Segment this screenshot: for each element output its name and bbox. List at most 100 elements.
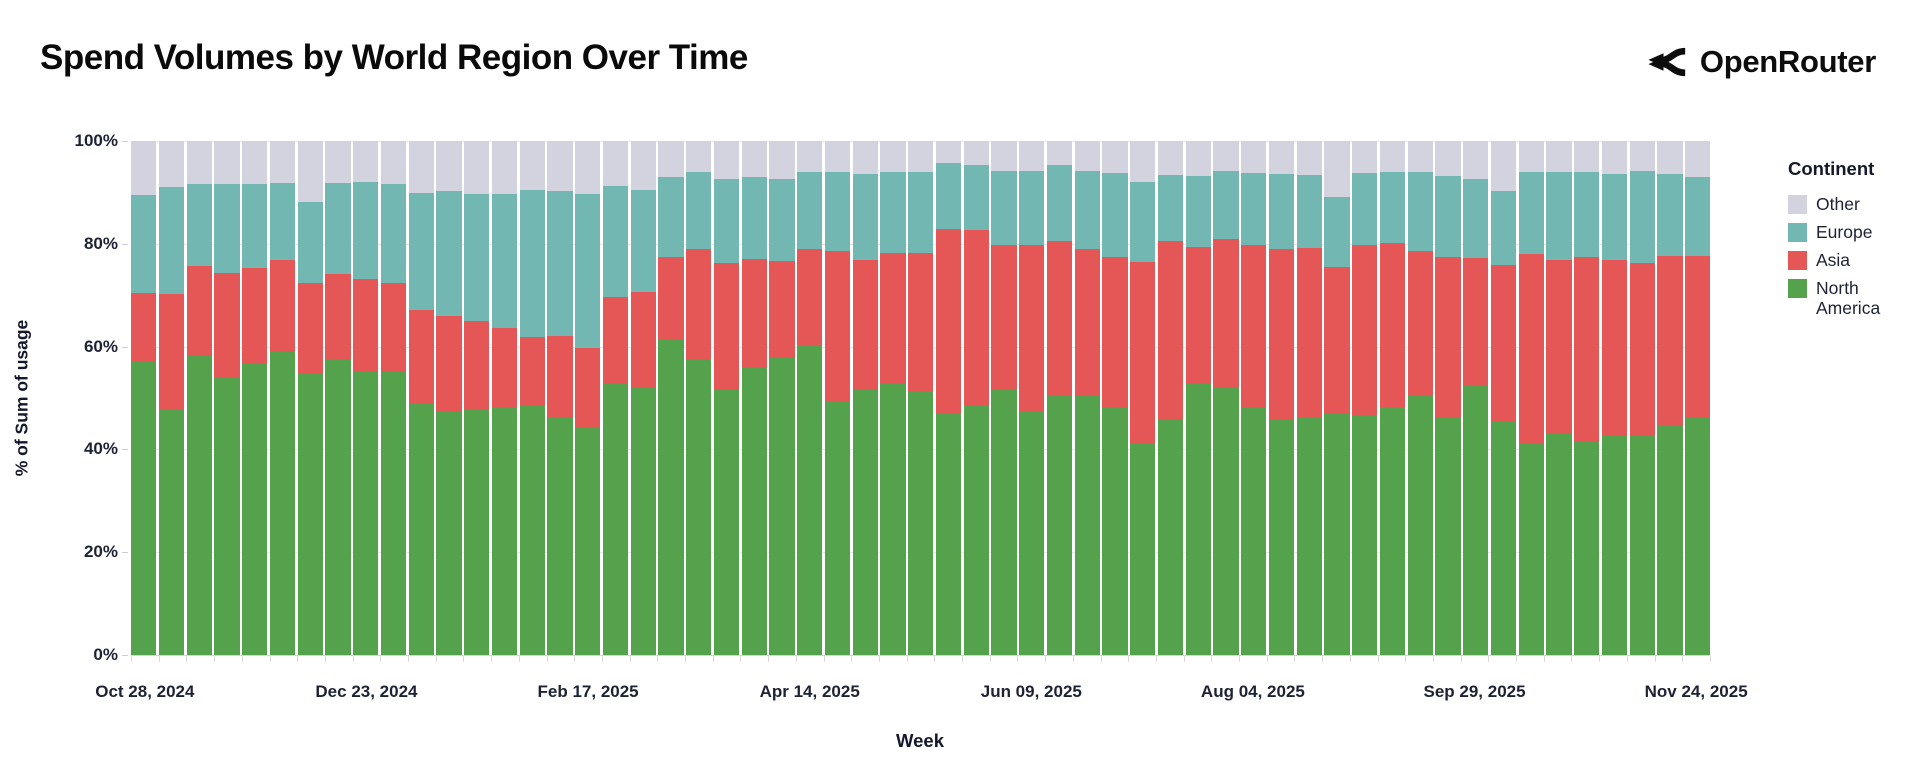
- bar-Jun 23, 2025[interactable]: [1074, 141, 1100, 655]
- bar-Oct 06, 2025[interactable]: [1490, 141, 1516, 655]
- bar-Aug 11, 2025[interactable]: [1268, 141, 1294, 655]
- legend-entry-north-america[interactable]: North America: [1788, 278, 1914, 318]
- bar-Feb 17, 2025[interactable]: [575, 141, 601, 655]
- segment-north-america: [991, 390, 1017, 655]
- bar-Aug 18, 2025[interactable]: [1296, 141, 1322, 655]
- segment-north-america: [1046, 395, 1072, 655]
- segment-asia: [1463, 257, 1489, 385]
- x-tick-mark: [1405, 656, 1407, 662]
- bar-Dec 02, 2024[interactable]: [269, 141, 295, 655]
- bar-Sep 22, 2025[interactable]: [1435, 141, 1461, 655]
- bar-Sep 15, 2025[interactable]: [1407, 141, 1433, 655]
- y-tick-mark: [122, 346, 128, 348]
- bar-Aug 25, 2025[interactable]: [1324, 141, 1350, 655]
- segment-europe: [1546, 171, 1572, 261]
- bar-May 26, 2025[interactable]: [963, 141, 989, 655]
- bar-Dec 09, 2024[interactable]: [297, 141, 323, 655]
- bar-Nov 03, 2025[interactable]: [1601, 141, 1627, 655]
- x-tick-mark: [629, 656, 631, 662]
- legend-entry-asia[interactable]: Asia: [1788, 250, 1914, 270]
- segment-asia: [353, 279, 379, 371]
- bar-Apr 21, 2025[interactable]: [824, 141, 850, 655]
- bar-Sep 08, 2025[interactable]: [1379, 141, 1405, 655]
- x-tick-mark: [1599, 656, 1601, 662]
- bar-Jan 27, 2025[interactable]: [491, 141, 517, 655]
- bar-Jul 21, 2025[interactable]: [1185, 141, 1211, 655]
- bar-Oct 20, 2025[interactable]: [1546, 141, 1572, 655]
- segment-europe: [186, 183, 212, 266]
- bar-Jan 20, 2025[interactable]: [464, 141, 490, 655]
- bar-Jun 09, 2025[interactable]: [1019, 141, 1045, 655]
- segment-asia: [963, 229, 989, 406]
- bar-Mar 10, 2025[interactable]: [658, 141, 684, 655]
- segment-north-america: [436, 411, 462, 655]
- segment-asia: [1157, 241, 1183, 420]
- segment-europe: [1574, 171, 1600, 258]
- bar-Mar 17, 2025[interactable]: [686, 141, 712, 655]
- segment-asia: [408, 310, 434, 403]
- bar-Jan 13, 2025[interactable]: [436, 141, 462, 655]
- bar-Nov 17, 2025[interactable]: [1657, 141, 1683, 655]
- bar-Dec 30, 2024[interactable]: [380, 141, 406, 655]
- segment-north-america: [1629, 435, 1655, 655]
- bar-Jan 06, 2025[interactable]: [408, 141, 434, 655]
- bar-May 19, 2025[interactable]: [935, 141, 961, 655]
- bar-Sep 01, 2025[interactable]: [1352, 141, 1378, 655]
- x-tick-mark: [1571, 656, 1573, 662]
- bar-Oct 27, 2025[interactable]: [1574, 141, 1600, 655]
- segment-asia: [630, 292, 656, 387]
- x-tick-label-Jun 09, 2025: Jun 09, 2025: [980, 682, 1082, 701]
- segment-europe: [1296, 175, 1322, 249]
- bar-Nov 18, 2024[interactable]: [214, 141, 240, 655]
- bar-Feb 10, 2025[interactable]: [547, 141, 573, 655]
- bar-Apr 14, 2025[interactable]: [797, 141, 823, 655]
- bar-Feb 24, 2025[interactable]: [602, 141, 628, 655]
- segment-europe: [491, 194, 517, 329]
- bar-Oct 28, 2024[interactable]: [131, 141, 157, 655]
- segment-europe: [325, 182, 351, 275]
- segment-europe: [741, 177, 767, 259]
- bar-Jun 02, 2025[interactable]: [991, 141, 1017, 655]
- bar-Apr 28, 2025[interactable]: [852, 141, 878, 655]
- bar-Nov 10, 2025[interactable]: [1629, 141, 1655, 655]
- x-tick-mark: [1543, 656, 1545, 662]
- segment-asia: [1601, 260, 1627, 437]
- y-tick-label-60: 60%: [83, 336, 118, 356]
- bar-Jul 07, 2025[interactable]: [1130, 141, 1156, 655]
- bar-Aug 04, 2025[interactable]: [1241, 141, 1267, 655]
- segment-europe: [214, 183, 240, 273]
- bar-Jul 28, 2025[interactable]: [1213, 141, 1239, 655]
- segment-north-america: [908, 391, 934, 655]
- bar-Nov 11, 2024[interactable]: [186, 141, 212, 655]
- y-tick-mark: [122, 655, 128, 656]
- x-tick-mark: [1239, 656, 1241, 662]
- segment-europe: [1046, 165, 1072, 242]
- bar-Nov 25, 2024[interactable]: [242, 141, 268, 655]
- bar-May 12, 2025[interactable]: [908, 141, 934, 655]
- bar-Dec 23, 2024[interactable]: [353, 141, 379, 655]
- bar-May 05, 2025[interactable]: [880, 141, 906, 655]
- segment-asia: [1130, 262, 1156, 444]
- x-tick-mark: [906, 656, 908, 662]
- segment-europe: [158, 187, 184, 295]
- bar-Apr 07, 2025[interactable]: [769, 141, 795, 655]
- segment-asia: [769, 261, 795, 359]
- bar-Nov 04, 2024[interactable]: [158, 141, 184, 655]
- bar-Jun 16, 2025[interactable]: [1046, 141, 1072, 655]
- brand: OpenRouter: [1646, 42, 1876, 82]
- bar-Nov 24, 2025[interactable]: [1685, 141, 1711, 655]
- bar-Mar 24, 2025[interactable]: [713, 141, 739, 655]
- segment-europe: [658, 177, 684, 258]
- bar-Oct 13, 2025[interactable]: [1518, 141, 1544, 655]
- bar-Jul 14, 2025[interactable]: [1157, 141, 1183, 655]
- bar-Feb 03, 2025[interactable]: [519, 141, 545, 655]
- bar-Dec 16, 2024[interactable]: [325, 141, 351, 655]
- segment-europe: [1629, 170, 1655, 263]
- bar-Mar 31, 2025[interactable]: [741, 141, 767, 655]
- bar-Sep 29, 2025[interactable]: [1463, 141, 1489, 655]
- legend-entry-europe[interactable]: Europe: [1788, 222, 1914, 242]
- bar-Mar 03, 2025[interactable]: [630, 141, 656, 655]
- segment-north-america: [186, 355, 212, 655]
- legend-entry-other[interactable]: Other: [1788, 194, 1914, 214]
- bar-Jun 30, 2025[interactable]: [1102, 141, 1128, 655]
